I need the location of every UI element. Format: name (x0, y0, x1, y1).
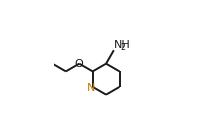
Text: NH: NH (114, 40, 130, 50)
Text: N: N (87, 83, 95, 93)
Text: 2: 2 (120, 43, 125, 52)
Text: O: O (75, 59, 83, 69)
